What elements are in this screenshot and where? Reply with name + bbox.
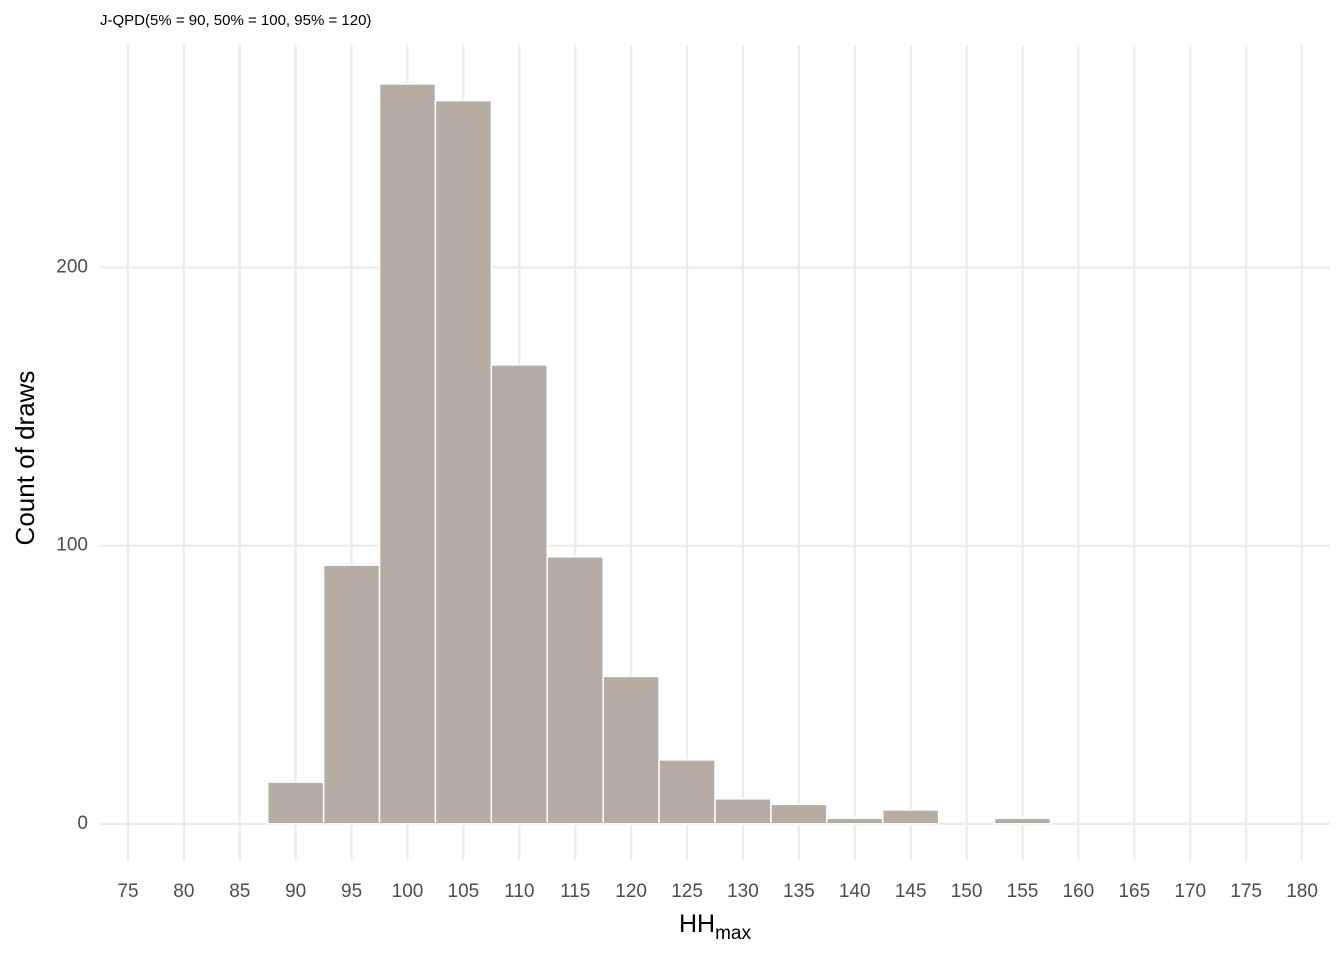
x-tick-label: 170 — [1174, 881, 1206, 902]
bar — [378, 83, 437, 825]
x-tick-label: 110 — [504, 881, 534, 902]
bar — [602, 675, 660, 825]
x-tick-label: 80 — [173, 881, 194, 902]
x-tick-label: 100 — [392, 881, 424, 902]
x-label-sub: max — [715, 923, 751, 944]
x-tick-label: 95 — [341, 881, 362, 902]
x-tick-label: 155 — [1007, 881, 1039, 902]
bar — [546, 556, 604, 825]
x-tick-label: 145 — [895, 881, 927, 902]
x-tick-label: 165 — [1118, 881, 1150, 902]
bar — [434, 99, 493, 825]
x-axis-label: HHmax — [679, 910, 752, 944]
y-tick-label: 200 — [56, 257, 88, 278]
x-tick-label: 130 — [727, 881, 759, 902]
y-tick-label: 0 — [77, 813, 88, 834]
bar — [826, 817, 884, 825]
x-tick-label: 85 — [229, 881, 250, 902]
y-tick-label: 100 — [56, 535, 88, 556]
x-tick-label: 150 — [951, 881, 983, 902]
bar — [490, 364, 549, 825]
x-tick-label: 140 — [839, 881, 871, 902]
x-tick-label: 125 — [671, 881, 703, 902]
x-tick-label: 175 — [1230, 881, 1262, 902]
x-tick-label: 115 — [560, 881, 590, 902]
x-tick-label: 90 — [285, 881, 306, 902]
x-tick-label: 75 — [117, 881, 138, 902]
x-tick-label: 160 — [1063, 881, 1095, 902]
bar — [881, 809, 940, 825]
bar — [993, 817, 1052, 825]
bar — [714, 798, 772, 825]
bar — [770, 803, 828, 825]
x-tick-label: 105 — [448, 881, 480, 902]
bar — [658, 759, 716, 825]
x-tick-label: 120 — [615, 881, 647, 902]
bar — [322, 564, 381, 825]
bar — [266, 781, 325, 825]
x-label-main: HH — [679, 910, 715, 938]
x-tick-label: 180 — [1286, 881, 1318, 902]
chart-title: J-QPD(5% = 90, 50% = 100, 95% = 120) — [100, 12, 371, 29]
y-axis-label: Count of draws — [10, 371, 40, 546]
x-tick-label: 135 — [783, 881, 815, 902]
